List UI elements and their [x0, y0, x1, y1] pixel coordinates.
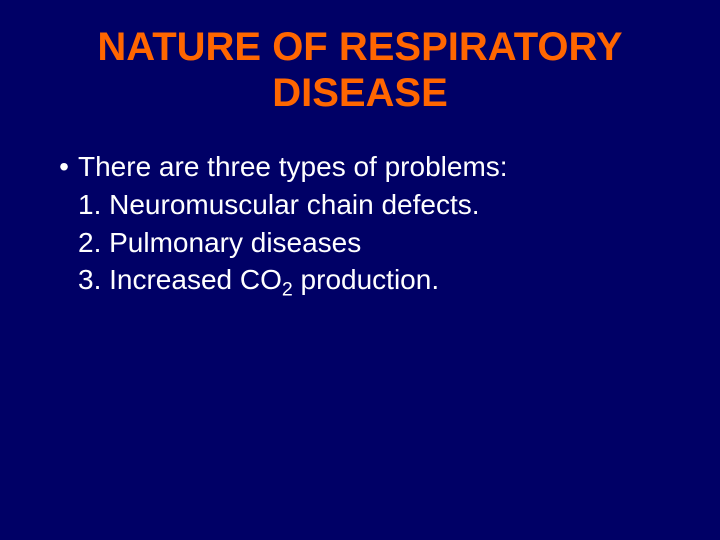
list-item: 1. Neuromuscular chain defects. [50, 186, 670, 224]
list-item: 3. Increased CO2 production. [50, 261, 670, 303]
slide-title: NATURE OF RESPIRATORY DISEASE [50, 24, 670, 116]
slide-content: • There are three types of problems: 1. … [50, 148, 670, 303]
bullet-icon: • [50, 148, 78, 186]
subscript: 2 [282, 279, 293, 301]
bullet-item: • There are three types of problems: [50, 148, 670, 186]
intro-text: There are three types of problems: [78, 148, 508, 186]
list-item-text-tail: production. [293, 264, 439, 295]
list-item: 2. Pulmonary diseases [50, 224, 670, 262]
list-item-text: 3. Increased CO [78, 264, 282, 295]
